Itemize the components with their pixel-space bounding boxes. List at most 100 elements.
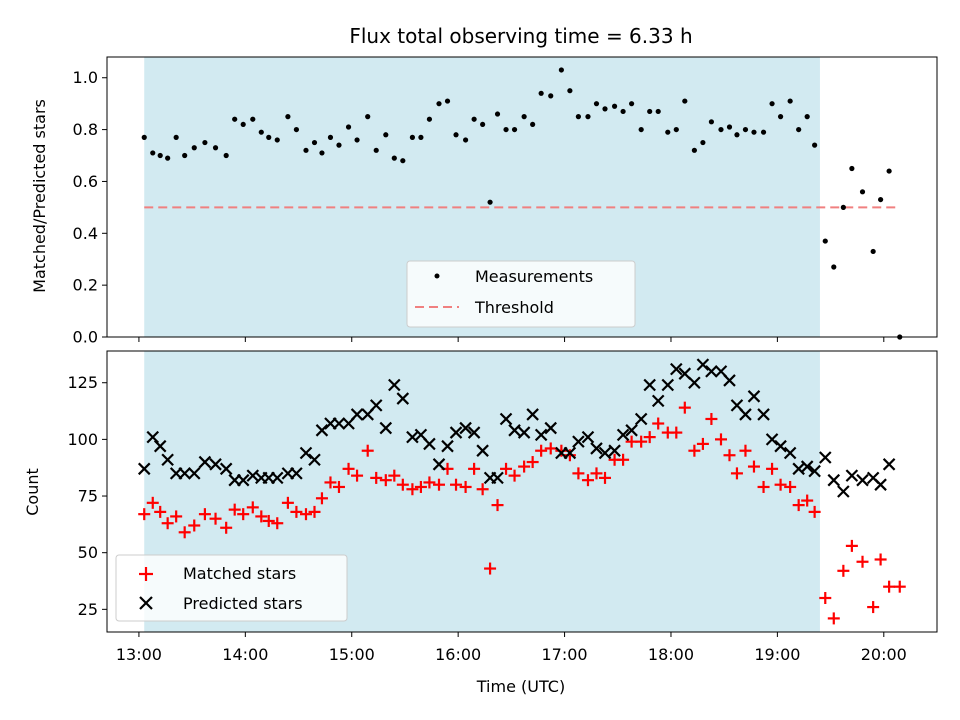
predicted-star-point (499, 412, 513, 426)
measurement-point (804, 114, 810, 120)
top-legend: Measurements Threshold (406, 260, 636, 328)
matched-star-point (555, 444, 568, 457)
matched-star-point (508, 469, 521, 482)
y-tick-label: 100 (67, 430, 98, 449)
predicted-star-point (161, 453, 174, 467)
measurement-point (567, 88, 573, 94)
matched-star-point (255, 510, 268, 523)
measurement-point (373, 147, 379, 153)
measurement-points (141, 67, 903, 340)
predicted-star-point (534, 428, 548, 442)
measurement-point (165, 155, 171, 161)
matched-star-point (459, 480, 472, 493)
measurement-point (327, 134, 334, 140)
matched-star-point (170, 510, 183, 523)
measurement-point (665, 129, 671, 135)
matched-star-point (643, 431, 656, 444)
measurement-point (303, 147, 309, 153)
measurement-point (691, 147, 697, 153)
matched-star-point (491, 499, 504, 512)
matched-star-point (688, 444, 701, 457)
top-legend-box (406, 260, 636, 328)
bottom-panel-frame (106, 350, 938, 633)
predicted-star-point (198, 455, 212, 469)
measurement-point (558, 67, 564, 73)
matched-star-point (246, 501, 259, 514)
predicted-star-point (432, 458, 446, 471)
bottom-y-ticks: 25 50 75 100 125 (67, 373, 107, 619)
measurement-point (593, 101, 600, 107)
measurement-point (191, 145, 197, 151)
predicted-star-point (827, 473, 841, 487)
matched-star-point (161, 517, 174, 530)
matched-star-point (714, 433, 727, 446)
measurement-point (202, 139, 208, 146)
measurement-point (173, 134, 179, 140)
measurement-point (311, 139, 318, 146)
predicted-star-point (590, 442, 603, 455)
measurement-point (708, 119, 715, 125)
matched-star-point (678, 401, 691, 414)
matched-star-point (590, 467, 603, 480)
matched-star-point (874, 553, 887, 566)
predicted-star-point (774, 439, 787, 453)
measurement-point (232, 116, 238, 122)
matched-star-point (188, 519, 201, 532)
measurement-point (511, 126, 518, 133)
measurement-point (796, 126, 802, 133)
measurement-point (673, 126, 679, 133)
measurement-point (487, 199, 493, 205)
predicted-star-point (661, 378, 675, 392)
measurement-point (611, 103, 618, 109)
predicted-star-point (219, 462, 233, 476)
predicted-star-point (508, 424, 521, 437)
matched-star-point (332, 480, 345, 493)
matched-star-point (450, 478, 463, 491)
predicted-star-point (608, 444, 621, 457)
matched-star-point (146, 496, 159, 509)
predicted-star-point (332, 417, 346, 430)
measurement-point (734, 132, 740, 138)
matched-star-point (883, 580, 896, 593)
predicted-star-point (818, 451, 832, 464)
matched-star-point (315, 492, 328, 505)
measurement-point (777, 114, 784, 120)
predicted-star-point (379, 421, 393, 435)
matched-star-point (138, 508, 151, 521)
measurement-point (141, 134, 147, 140)
measurement-point (585, 114, 591, 120)
predicted-star-point (837, 485, 850, 498)
matched-star-point (342, 462, 355, 475)
matched-star-point (379, 474, 392, 487)
matched-star-point (388, 469, 401, 482)
predicted-star-point (146, 430, 160, 444)
measurement-point (336, 142, 342, 148)
measurement-point (157, 152, 163, 159)
matched-star-point (837, 564, 850, 577)
x-tick-label: 20:00 (861, 645, 907, 664)
matched-star-point (801, 494, 814, 507)
matched-star-point (827, 612, 840, 625)
matched-star-points (138, 401, 906, 625)
predicted-star-point (467, 426, 481, 439)
measurement-point (638, 126, 644, 133)
matched-star-point (351, 469, 364, 482)
matched-star-point (696, 437, 709, 450)
predicted-star-point (290, 467, 303, 480)
measurement-point (240, 121, 246, 128)
y-tick-label: 0.0 (73, 328, 98, 347)
measurement-point (548, 93, 554, 99)
measurement-point (418, 134, 424, 140)
measurement-point (391, 155, 397, 161)
matched-star-point (581, 474, 594, 487)
predicted-star-point (299, 446, 313, 460)
measurement-point (655, 108, 661, 115)
predicted-star-point (651, 394, 665, 408)
matched-star-point (670, 426, 683, 439)
measurement-point (751, 129, 757, 135)
matched-star-point (845, 539, 858, 552)
predicted-star-point (845, 469, 859, 482)
measurement-point (769, 101, 775, 107)
matched-star-point (747, 460, 760, 473)
y-tick-label: 25 (78, 600, 98, 619)
